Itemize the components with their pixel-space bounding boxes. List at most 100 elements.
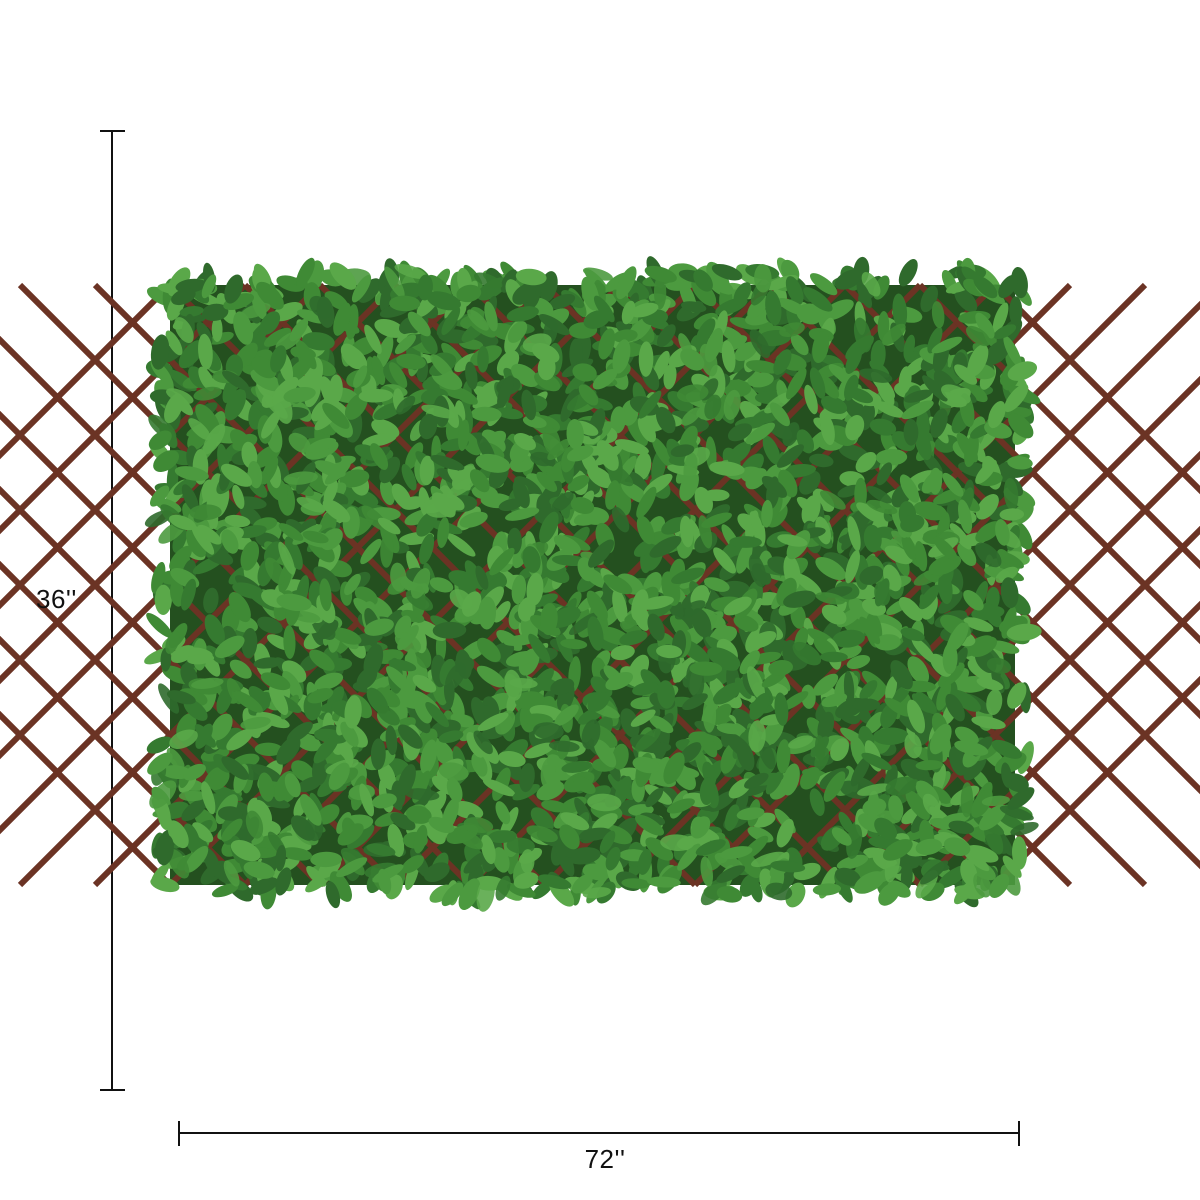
leaf xyxy=(469,469,490,493)
leaf xyxy=(859,565,884,585)
leaf xyxy=(356,667,378,690)
leaf xyxy=(405,442,424,470)
leaf xyxy=(467,309,489,331)
leaf xyxy=(221,529,239,554)
leaf xyxy=(700,856,714,887)
leaf xyxy=(248,686,270,709)
leaf xyxy=(680,301,707,313)
leaf xyxy=(251,764,282,782)
leaf xyxy=(698,732,718,758)
leaf xyxy=(419,455,435,486)
leaf xyxy=(727,423,753,442)
leaf xyxy=(302,530,329,544)
leaf xyxy=(867,790,880,820)
leaf xyxy=(616,266,637,300)
leaf xyxy=(693,269,713,292)
leaf xyxy=(1001,606,1017,639)
leaf xyxy=(592,813,618,833)
leaf xyxy=(901,534,917,560)
leaf xyxy=(344,695,362,729)
leaf xyxy=(773,349,792,375)
leaf xyxy=(587,616,604,651)
leaf xyxy=(388,659,417,672)
leaf xyxy=(198,366,215,392)
leaf xyxy=(748,554,767,587)
leaf xyxy=(634,452,652,481)
leaf xyxy=(999,508,1025,521)
leaf xyxy=(984,340,1011,365)
leaf xyxy=(390,562,407,592)
leaf xyxy=(519,763,535,793)
leaf xyxy=(885,676,898,701)
leaf xyxy=(713,547,737,574)
leaf xyxy=(696,318,716,344)
leaf xyxy=(632,756,660,774)
leaf xyxy=(723,389,741,420)
leaf xyxy=(1010,821,1039,836)
leaf xyxy=(729,536,762,548)
leaf xyxy=(463,264,483,289)
leaf xyxy=(973,872,992,898)
leaf xyxy=(165,330,183,356)
leaf xyxy=(703,577,730,592)
leaf xyxy=(319,578,332,612)
leaf xyxy=(171,288,196,306)
leaf xyxy=(872,727,909,745)
leaf xyxy=(861,752,892,771)
leaf xyxy=(410,568,431,599)
leaf xyxy=(188,418,211,441)
leaf xyxy=(612,743,629,770)
leaf xyxy=(532,593,558,607)
leaf xyxy=(853,317,872,353)
leaf xyxy=(689,661,723,676)
leaf xyxy=(612,339,631,374)
leaf xyxy=(831,827,852,846)
leaf xyxy=(233,311,254,345)
leaf xyxy=(863,524,882,553)
leaf xyxy=(599,830,616,854)
leaf xyxy=(466,731,485,758)
leaf xyxy=(736,742,755,771)
leaf xyxy=(782,763,800,796)
leaf xyxy=(649,756,671,785)
leaf xyxy=(488,830,517,844)
leaf xyxy=(885,776,917,796)
leaf xyxy=(240,716,271,730)
leaf xyxy=(149,780,177,809)
leaf xyxy=(799,470,821,495)
leaf xyxy=(620,708,640,738)
leaf xyxy=(541,800,568,813)
leaf xyxy=(653,350,670,381)
leaf xyxy=(915,838,943,856)
leaf xyxy=(211,883,239,898)
leaf xyxy=(340,721,359,747)
leaf xyxy=(765,290,782,326)
leaf xyxy=(801,495,821,525)
leaf xyxy=(663,363,677,390)
leaf xyxy=(765,882,793,901)
leaf xyxy=(394,632,421,653)
leaf xyxy=(566,445,594,462)
leaf xyxy=(814,735,826,761)
leaf xyxy=(241,628,258,659)
leaf xyxy=(698,515,713,549)
leaf xyxy=(441,307,461,336)
leaf xyxy=(184,845,209,873)
leaf xyxy=(904,389,933,403)
leaf xyxy=(630,709,656,727)
leaf xyxy=(900,627,925,642)
leaf xyxy=(874,817,898,840)
leaf xyxy=(223,860,240,887)
leaf xyxy=(716,886,743,903)
leaf xyxy=(637,416,657,443)
leaf xyxy=(922,793,941,817)
leaf xyxy=(513,872,539,889)
leaf xyxy=(927,326,943,354)
leaf xyxy=(901,400,934,420)
leaf xyxy=(578,384,599,406)
leaf xyxy=(250,369,283,392)
leaf xyxy=(512,283,537,305)
leaf xyxy=(372,793,397,809)
leaf xyxy=(258,772,275,802)
leaf xyxy=(397,724,423,749)
